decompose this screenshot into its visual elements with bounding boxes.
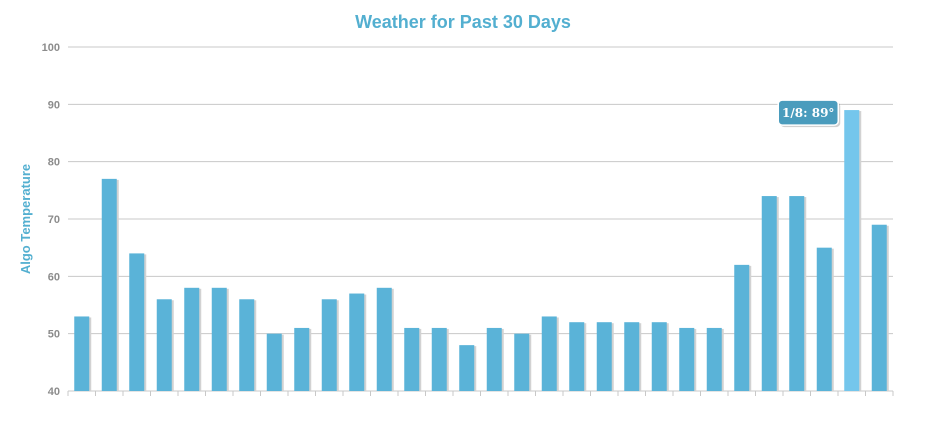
y-tick-label: 70 — [48, 214, 60, 226]
bar[interactable] — [101, 178, 117, 391]
bar[interactable] — [156, 299, 172, 391]
x-axis — [67, 390, 894, 396]
y-tick-label: 100 — [42, 42, 60, 54]
bar[interactable] — [569, 322, 585, 391]
bar[interactable] — [486, 327, 502, 391]
y-axis-ticks: 40 50 60 70 80 90 100 — [42, 42, 60, 398]
y-tick-label: 90 — [48, 99, 60, 111]
y-axis-label: Algo Temperature — [18, 164, 33, 274]
bar[interactable] — [816, 247, 832, 391]
bar[interactable] — [706, 327, 722, 391]
bar[interactable] — [871, 224, 887, 391]
bar[interactable] — [431, 327, 447, 391]
bar[interactable] — [239, 299, 255, 391]
bar[interactable] — [596, 322, 612, 391]
bar[interactable] — [651, 322, 667, 391]
tooltip: 1/8: 89° — [777, 99, 841, 128]
gridlines — [68, 46, 893, 335]
bar[interactable] — [211, 287, 227, 391]
bar[interactable] — [129, 253, 145, 391]
bar[interactable] — [679, 327, 695, 391]
bar[interactable] — [321, 299, 337, 391]
tooltip-label: 1/8: 89° — [782, 106, 834, 120]
bar[interactable] — [184, 287, 200, 391]
bar[interactable] — [734, 264, 750, 391]
bar[interactable] — [266, 333, 282, 391]
y-tick-label: 60 — [48, 271, 60, 283]
bar[interactable] — [404, 327, 420, 391]
chart-title: Weather for Past 30 Days — [355, 12, 571, 32]
y-tick-label: 50 — [48, 329, 60, 341]
bar[interactable] — [541, 316, 557, 391]
bar[interactable] — [459, 345, 475, 391]
bar[interactable] — [761, 196, 777, 391]
bar[interactable] — [376, 287, 392, 391]
bar[interactable] — [294, 327, 310, 391]
bar[interactable] — [844, 110, 860, 392]
bar[interactable] — [349, 293, 365, 391]
y-tick-label: 80 — [48, 157, 60, 169]
bar[interactable] — [74, 316, 90, 391]
bars — [74, 110, 889, 392]
bar[interactable] — [789, 196, 805, 391]
tooltip-box — [777, 99, 839, 126]
bar[interactable] — [624, 322, 640, 391]
y-tick-label: 40 — [48, 386, 60, 398]
bar[interactable] — [514, 333, 530, 391]
